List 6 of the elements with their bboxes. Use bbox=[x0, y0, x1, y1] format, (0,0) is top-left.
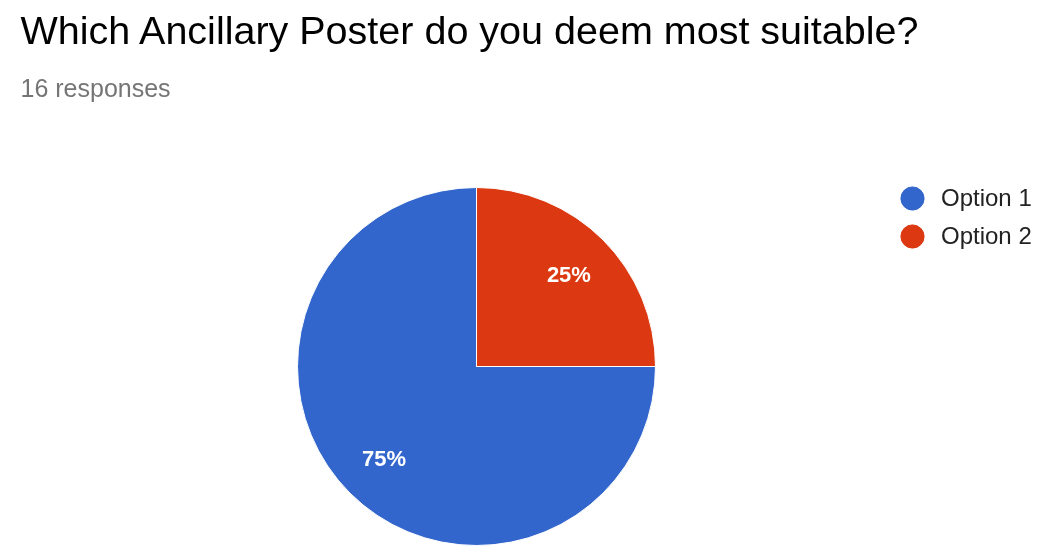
text: 16 responses bbox=[20, 73, 171, 102]
data-label: 25% bbox=[546, 261, 591, 287]
legend-label: Option 2 bbox=[941, 222, 1032, 250]
chart-title: Which Ancillary Poster do you deem most suitable? bbox=[20, 7, 919, 52]
legend-label: Option 1 bbox=[941, 184, 1032, 212]
data-label: 75% bbox=[362, 446, 407, 472]
